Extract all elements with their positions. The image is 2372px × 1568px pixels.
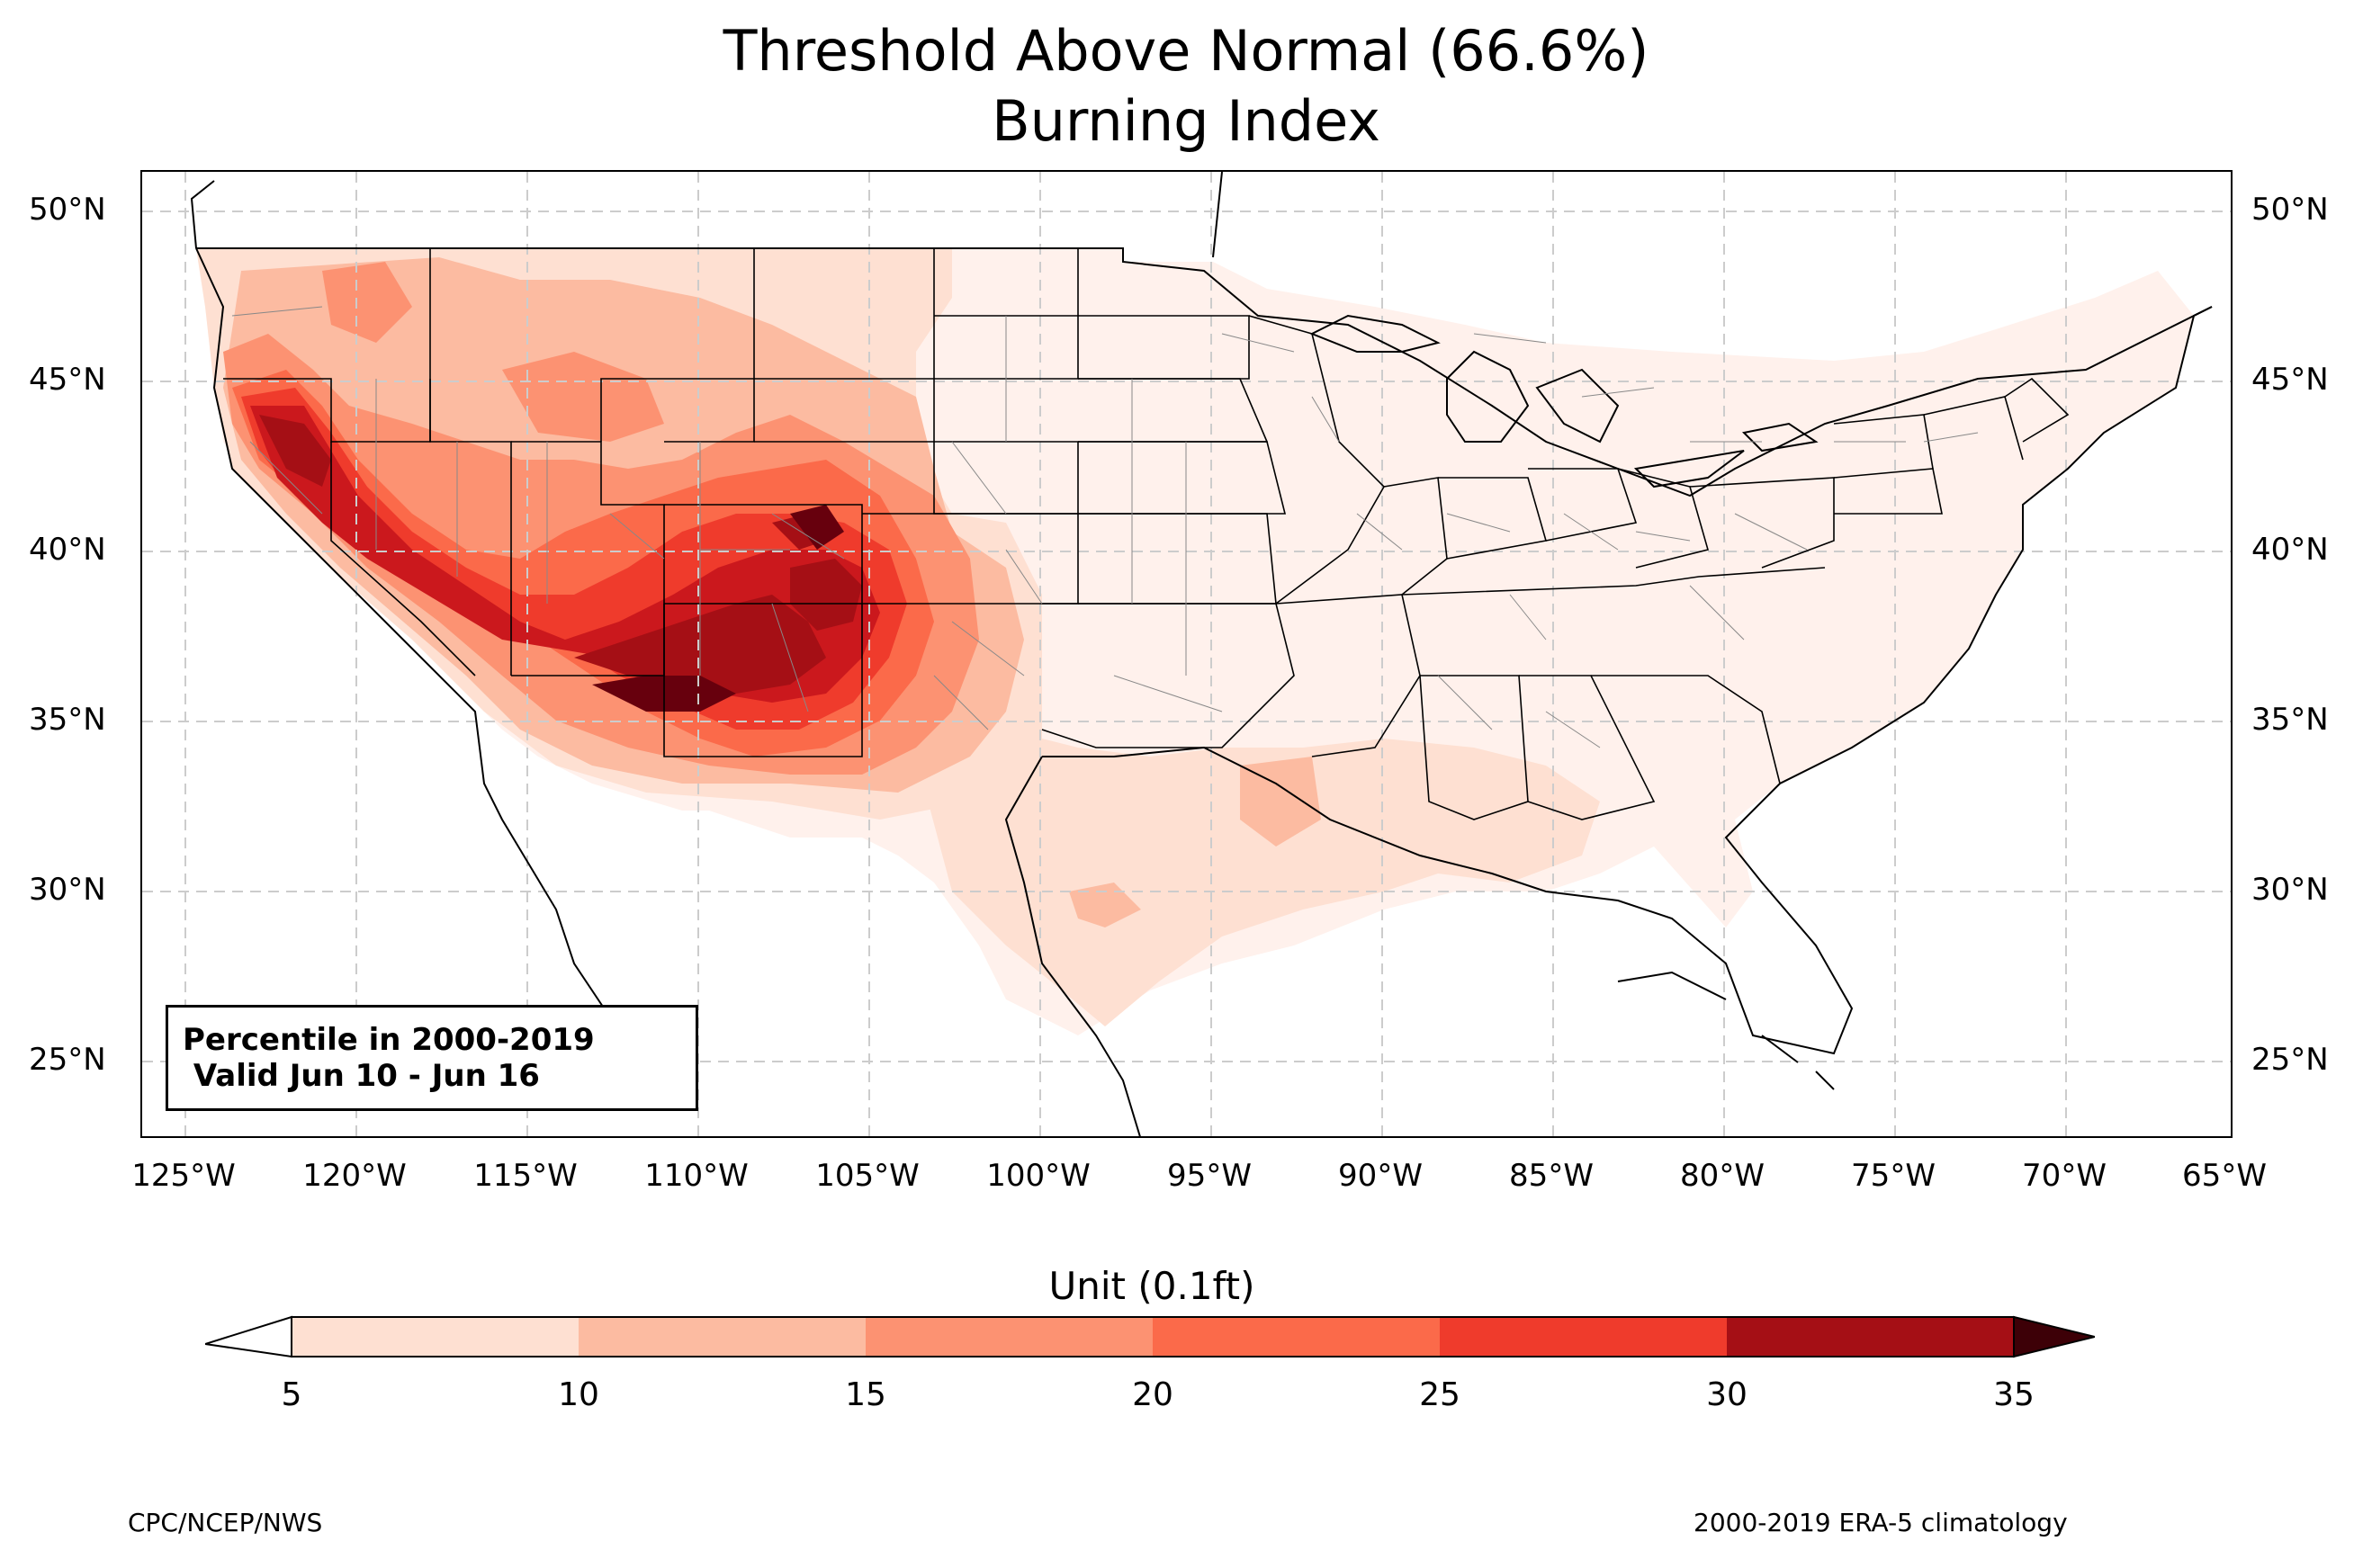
map-title-line1: Threshold Above Normal (66.6%) bbox=[723, 18, 1649, 84]
lon-label-95w: 95°W bbox=[1167, 1158, 1252, 1194]
lon-label-80w: 80°W bbox=[1680, 1158, 1765, 1194]
lat-label-right-35: 35°N bbox=[2251, 702, 2329, 738]
lat-label-left-45: 45°N bbox=[29, 362, 106, 398]
colorbar-tick-10: 10 bbox=[558, 1376, 599, 1413]
contour-level-2-gulf bbox=[1240, 757, 1321, 847]
colorbar-tick-35: 35 bbox=[1993, 1376, 2035, 1413]
colorbar-under-arrow bbox=[205, 1315, 292, 1358]
credit-left: CPC/NCEP/NWS bbox=[128, 1508, 323, 1537]
lat-label-left-30: 30°N bbox=[29, 872, 106, 908]
lat-label-left-35: 35°N bbox=[29, 702, 106, 738]
credit-right: 2000-2019 ERA-5 climatology bbox=[1694, 1508, 2068, 1537]
colorbar-bin-30-35 bbox=[1727, 1317, 2014, 1357]
colorbar-bin-5-10 bbox=[292, 1317, 579, 1357]
validity-info-box: Percentile in 2000-2019 Valid Jun 10 - J… bbox=[166, 1005, 698, 1111]
lon-label-110w: 110°W bbox=[644, 1158, 749, 1194]
lon-label-85w: 85°W bbox=[1509, 1158, 1594, 1194]
great-lakes bbox=[1309, 314, 1819, 488]
colorbar-bin-25-30 bbox=[1440, 1317, 1727, 1357]
lon-label-70w: 70°W bbox=[2022, 1158, 2107, 1194]
colorbar-tick-30: 30 bbox=[1706, 1376, 1748, 1413]
map-panel bbox=[140, 170, 2233, 1138]
contour-level-8-ut bbox=[790, 505, 844, 550]
colorbar-over-arrow bbox=[2013, 1315, 2095, 1358]
lat-label-right-30: 30°N bbox=[2251, 872, 2329, 908]
contour-level-1 bbox=[916, 730, 1600, 1026]
lon-label-125w: 125°W bbox=[131, 1158, 236, 1194]
contour-level-3-north2 bbox=[502, 352, 664, 442]
contour-level-7-nm bbox=[790, 559, 862, 631]
climate-division-lines bbox=[231, 306, 1979, 748]
colorbar-bin-20-25 bbox=[1153, 1317, 1440, 1357]
contour-level-7 bbox=[259, 415, 331, 487]
contour-level-3-north bbox=[322, 262, 412, 343]
lon-label-115w: 115°W bbox=[473, 1158, 578, 1194]
lon-label-120w: 120°W bbox=[302, 1158, 407, 1194]
colorbar-tick-25: 25 bbox=[1419, 1376, 1460, 1413]
colorbar-tick-5: 5 bbox=[281, 1376, 302, 1413]
lon-label-105w: 105°W bbox=[815, 1158, 920, 1194]
lon-label-65w: 65°W bbox=[2182, 1158, 2267, 1194]
colorbar-bin-15-20 bbox=[866, 1317, 1153, 1357]
colorbar-title: Unit (0.1ft) bbox=[1048, 1264, 1255, 1308]
conus-map bbox=[142, 172, 2231, 1136]
info-box-line2: Valid Jun 10 - Jun 16 bbox=[183, 1058, 540, 1094]
lat-label-right-40: 40°N bbox=[2251, 532, 2329, 568]
contour-level-2-lower bbox=[1069, 883, 1141, 927]
lat-label-right-50: 50°N bbox=[2251, 192, 2329, 228]
lat-label-left-25: 25°N bbox=[29, 1042, 106, 1078]
colorbar-bin-10-15 bbox=[579, 1317, 866, 1357]
info-box-line1: Percentile in 2000-2019 bbox=[183, 1022, 595, 1058]
map-title-line2: Burning Index bbox=[992, 88, 1380, 154]
state-boundaries bbox=[223, 248, 2070, 820]
colorbar-tick-15: 15 bbox=[845, 1376, 886, 1413]
colorbar bbox=[205, 1315, 2095, 1358]
lat-label-right-45: 45°N bbox=[2251, 362, 2329, 398]
lat-label-left-40: 40°N bbox=[29, 532, 106, 568]
colorbar-tick-20: 20 bbox=[1132, 1376, 1173, 1413]
coastline bbox=[190, 172, 2213, 1136]
lat-label-right-25: 25°N bbox=[2251, 1042, 2329, 1078]
florida-keys bbox=[1617, 971, 1835, 1090]
lon-label-90w: 90°W bbox=[1338, 1158, 1423, 1194]
lat-label-left-50: 50°N bbox=[29, 192, 106, 228]
lon-label-100w: 100°W bbox=[986, 1158, 1091, 1194]
canada-border bbox=[196, 247, 2213, 497]
lon-label-75w: 75°W bbox=[1851, 1158, 1936, 1194]
